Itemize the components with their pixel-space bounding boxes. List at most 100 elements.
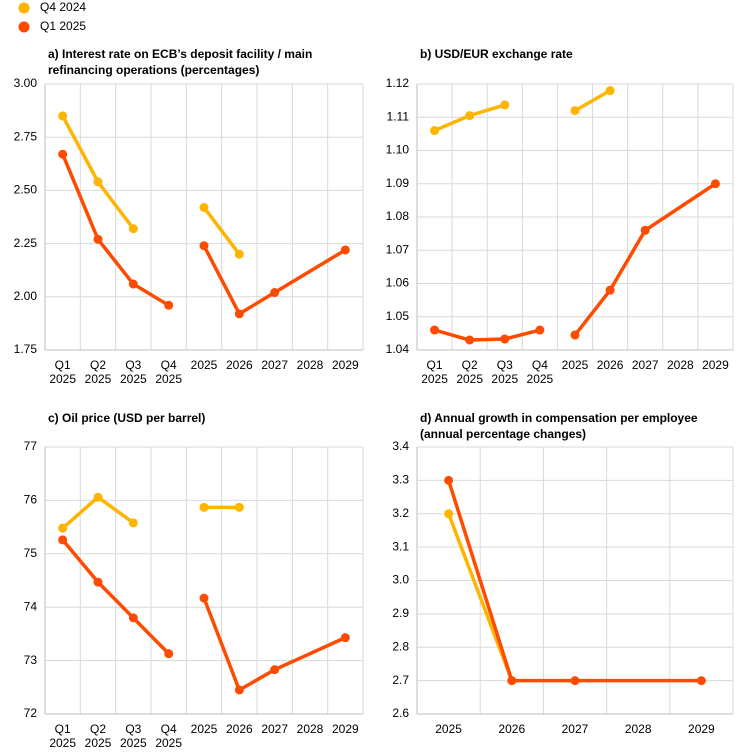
x-tick-label: 2028 bbox=[666, 358, 694, 372]
x-tick-label: 2028 bbox=[296, 358, 324, 372]
point bbox=[58, 111, 68, 121]
x-tick-label: Q1 2025 bbox=[49, 358, 77, 386]
x-tick-label: 2027 bbox=[561, 722, 589, 736]
point bbox=[500, 334, 510, 344]
point bbox=[340, 633, 350, 643]
point bbox=[605, 285, 615, 295]
point bbox=[234, 309, 244, 319]
y-tick-label: 2.7 bbox=[392, 673, 409, 687]
y-tick-label: 74 bbox=[24, 599, 38, 613]
y-tick-label: 3.1 bbox=[392, 539, 409, 553]
point bbox=[128, 224, 138, 234]
x-tick-label: Q4 2025 bbox=[526, 358, 554, 386]
point bbox=[696, 676, 706, 686]
x-tick-label: Q3 2025 bbox=[119, 722, 147, 750]
y-tick-label: 3.0 bbox=[392, 573, 409, 587]
y-tick-label: 1.12 bbox=[386, 76, 410, 90]
y-tick-label: 3.00 bbox=[14, 76, 38, 90]
series-line bbox=[434, 328, 541, 342]
point bbox=[444, 509, 454, 519]
series-line bbox=[574, 89, 611, 113]
x-tick-label: 2026 bbox=[225, 722, 253, 736]
x-tick-label: Q4 2025 bbox=[155, 358, 183, 386]
x-tick-label: Q1 2025 bbox=[49, 722, 77, 750]
point bbox=[430, 325, 440, 335]
point bbox=[605, 86, 615, 96]
point bbox=[58, 149, 68, 159]
series-line bbox=[61, 495, 135, 530]
point bbox=[234, 249, 244, 259]
x-tick-label: 2025 bbox=[435, 722, 462, 736]
y-tick-label: 75 bbox=[24, 546, 38, 560]
point bbox=[340, 245, 350, 255]
y-tick-label: 2.75 bbox=[14, 129, 38, 143]
point bbox=[128, 613, 138, 623]
x-tick-label: 2026 bbox=[596, 358, 624, 372]
point bbox=[199, 593, 209, 603]
x-tick-label: 2025 bbox=[561, 358, 589, 372]
x-tick-label: 2029 bbox=[702, 358, 729, 372]
series-line bbox=[446, 479, 702, 683]
series-line bbox=[61, 538, 170, 655]
x-tick-label: 2028 bbox=[624, 722, 652, 736]
x-tick-label: 2029 bbox=[331, 722, 359, 736]
x-tick-label: 2029 bbox=[688, 722, 715, 736]
point bbox=[570, 676, 580, 686]
x-tick-label: Q2 2025 bbox=[456, 358, 484, 386]
point bbox=[710, 179, 720, 189]
y-tick-label: 1.06 bbox=[386, 276, 410, 290]
point bbox=[430, 126, 440, 136]
x-tick-label: 2027 bbox=[631, 358, 659, 372]
x-tick-label: 2025 bbox=[190, 358, 218, 372]
x-tick-label: Q2 2025 bbox=[84, 358, 112, 386]
legend-marker bbox=[18, 21, 30, 33]
legend-label: Q1 2025 bbox=[40, 19, 87, 33]
series-line bbox=[573, 182, 717, 337]
y-tick-label: 2.6 bbox=[392, 706, 409, 720]
y-tick-label: 2.8 bbox=[392, 639, 409, 653]
x-tick-label: 2025 bbox=[190, 722, 218, 736]
y-tick-label: 3.2 bbox=[392, 506, 409, 520]
series-line bbox=[202, 244, 347, 316]
series-line bbox=[202, 206, 241, 256]
x-tick-label: 2027 bbox=[261, 358, 289, 372]
point bbox=[465, 335, 475, 345]
point bbox=[93, 492, 103, 502]
point bbox=[507, 676, 517, 686]
point bbox=[234, 685, 244, 695]
y-tick-label: 1.05 bbox=[386, 309, 410, 323]
point bbox=[164, 649, 174, 659]
chart-title: c) Oil price (USD per barrel) bbox=[48, 411, 206, 425]
point bbox=[444, 475, 454, 485]
point bbox=[234, 502, 244, 512]
point bbox=[58, 535, 68, 545]
y-tick-label: 1.09 bbox=[386, 176, 410, 190]
series-line bbox=[61, 153, 170, 307]
x-tick-label: 2029 bbox=[331, 358, 359, 372]
x-tick-label: 2026 bbox=[225, 358, 253, 372]
y-tick-label: 1.10 bbox=[386, 143, 410, 157]
y-tick-label: 73 bbox=[24, 653, 38, 667]
point bbox=[270, 288, 280, 298]
chart-title: a) Interest rate on ECB’s deposit facili… bbox=[48, 47, 313, 77]
point bbox=[270, 665, 280, 675]
point bbox=[58, 523, 68, 533]
point bbox=[93, 177, 103, 187]
point bbox=[570, 330, 580, 340]
point bbox=[570, 106, 580, 116]
point bbox=[93, 234, 103, 244]
point bbox=[640, 225, 650, 235]
y-tick-label: 2.50 bbox=[14, 183, 38, 197]
point bbox=[128, 279, 138, 289]
y-tick-label: 1.04 bbox=[386, 342, 410, 356]
y-tick-label: 1.07 bbox=[386, 242, 410, 256]
point bbox=[128, 518, 138, 528]
x-tick-label: Q3 2025 bbox=[491, 358, 519, 386]
x-tick-label: Q2 2025 bbox=[84, 722, 112, 750]
y-tick-label: 2.9 bbox=[392, 606, 409, 620]
point bbox=[199, 502, 209, 512]
y-tick-label: 77 bbox=[24, 439, 38, 453]
point bbox=[199, 202, 209, 212]
